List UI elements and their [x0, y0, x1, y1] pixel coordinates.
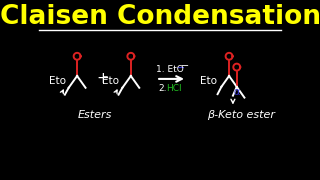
- Text: +: +: [96, 71, 109, 86]
- Text: α: α: [234, 87, 240, 97]
- Text: Claisen Condensation: Claisen Condensation: [0, 4, 320, 30]
- Text: 1. EtO: 1. EtO: [156, 65, 184, 74]
- Text: Esters: Esters: [77, 110, 112, 120]
- Text: β-Keto ester: β-Keto ester: [207, 110, 275, 120]
- Text: Eto: Eto: [49, 76, 66, 86]
- Text: −: −: [180, 61, 188, 71]
- Text: 2.: 2.: [158, 84, 166, 93]
- Text: Eto: Eto: [102, 76, 119, 86]
- Text: Eto: Eto: [200, 76, 217, 86]
- Text: HCl: HCl: [166, 84, 182, 93]
